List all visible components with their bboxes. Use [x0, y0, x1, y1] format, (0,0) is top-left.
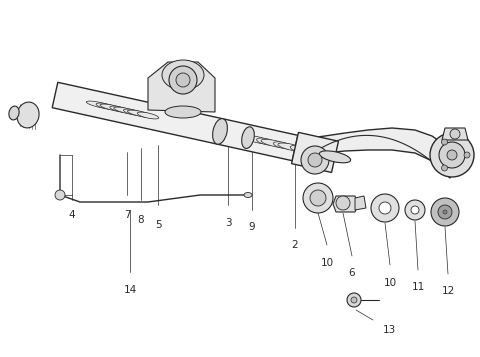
Circle shape [351, 297, 357, 303]
Polygon shape [333, 196, 358, 212]
Circle shape [442, 165, 447, 171]
Ellipse shape [114, 107, 141, 115]
Ellipse shape [244, 136, 272, 144]
Ellipse shape [96, 103, 118, 110]
Ellipse shape [261, 139, 288, 148]
Ellipse shape [128, 110, 155, 118]
Circle shape [347, 293, 361, 307]
Ellipse shape [123, 109, 145, 116]
Polygon shape [52, 82, 298, 161]
Text: 2: 2 [292, 240, 298, 250]
Polygon shape [310, 128, 452, 178]
Circle shape [450, 129, 460, 139]
Text: 8: 8 [138, 215, 144, 225]
Circle shape [447, 150, 457, 160]
Ellipse shape [257, 138, 276, 145]
Ellipse shape [110, 106, 132, 113]
Ellipse shape [278, 143, 305, 151]
Ellipse shape [100, 104, 127, 112]
Text: 7: 7 [124, 210, 130, 220]
Circle shape [169, 66, 197, 94]
Polygon shape [291, 132, 338, 172]
Circle shape [405, 200, 425, 220]
Circle shape [439, 142, 465, 168]
Circle shape [176, 73, 190, 87]
Ellipse shape [162, 60, 204, 90]
Circle shape [310, 190, 326, 206]
Text: 6: 6 [348, 268, 355, 278]
Ellipse shape [319, 151, 351, 163]
Ellipse shape [213, 119, 228, 144]
Text: 14: 14 [123, 285, 137, 295]
Polygon shape [355, 196, 366, 210]
Text: 3: 3 [225, 218, 231, 228]
Text: 4: 4 [69, 210, 75, 220]
Circle shape [443, 210, 447, 214]
Text: 11: 11 [411, 282, 425, 292]
Circle shape [411, 206, 419, 214]
Text: 13: 13 [383, 325, 396, 335]
Polygon shape [442, 128, 468, 140]
Circle shape [336, 196, 350, 210]
Circle shape [371, 194, 399, 222]
Circle shape [55, 190, 65, 200]
Ellipse shape [86, 101, 114, 109]
Text: 5: 5 [155, 220, 161, 230]
Ellipse shape [244, 192, 252, 197]
Ellipse shape [241, 127, 254, 149]
Circle shape [301, 146, 329, 174]
Circle shape [438, 205, 452, 219]
Text: 12: 12 [442, 286, 455, 296]
Ellipse shape [9, 106, 19, 120]
Polygon shape [148, 62, 215, 112]
Circle shape [431, 198, 459, 226]
Circle shape [464, 152, 470, 158]
Ellipse shape [290, 145, 310, 153]
Circle shape [442, 139, 447, 145]
Circle shape [308, 153, 322, 167]
Ellipse shape [17, 102, 39, 128]
Text: 10: 10 [384, 278, 396, 288]
Circle shape [379, 202, 391, 214]
Text: 10: 10 [321, 258, 334, 268]
Circle shape [430, 133, 474, 177]
Text: 9: 9 [249, 222, 255, 232]
Ellipse shape [274, 142, 293, 149]
Ellipse shape [137, 112, 159, 119]
Ellipse shape [165, 106, 201, 118]
Circle shape [303, 183, 333, 213]
